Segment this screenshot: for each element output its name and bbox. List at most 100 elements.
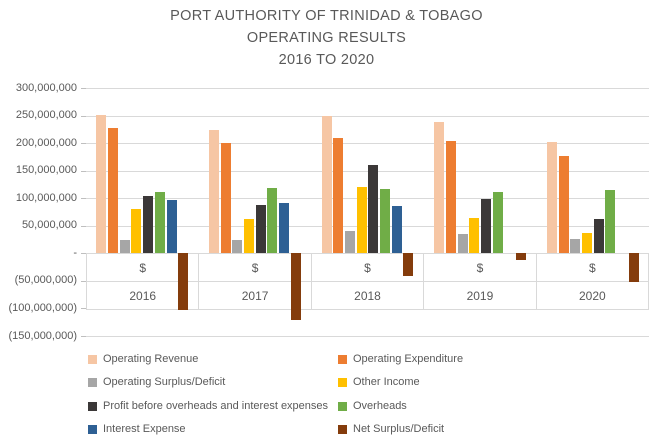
bar-2020-operating-expenditure xyxy=(558,155,569,254)
legend-item-operating-surplus-deficit: Operating Surplus/Deficit xyxy=(88,376,225,389)
legend-label: Operating Revenue xyxy=(103,353,199,365)
bar-2018-other-income xyxy=(356,187,367,254)
bar-2017-operating-expenditure xyxy=(220,143,231,254)
legend-item-net-surplus-deficit: Net Surplus/Deficit xyxy=(338,423,444,436)
bar-2017-overheads xyxy=(267,188,278,254)
bar-2018-interest-expense xyxy=(391,205,402,254)
bar-2016-operating-revenue xyxy=(96,114,107,254)
bar-2016-other-income xyxy=(131,208,142,254)
y-axis-label: - xyxy=(73,246,77,259)
gridline xyxy=(86,225,649,227)
bar-2019-profit-before-overheads-and-interest-expenses xyxy=(480,198,491,254)
category-unit-cell-2018: $ xyxy=(312,254,425,282)
bar-2016-profit-before-overheads-and-interest-expenses xyxy=(143,195,154,254)
y-axis-tick xyxy=(81,115,86,117)
bar-2020-profit-before-overheads-and-interest-expenses xyxy=(593,218,604,254)
gridline xyxy=(86,115,649,117)
y-axis-label: (50,000,000) xyxy=(14,274,77,287)
gridline xyxy=(86,170,649,172)
y-axis-tick xyxy=(81,280,86,282)
bar-2017-other-income xyxy=(244,218,254,254)
legend-swatch-profit-before-overheads-and-interest-expenses xyxy=(88,401,97,411)
category-unit-cell-2019: $ xyxy=(424,254,537,282)
legend-label: Operating Surplus/Deficit xyxy=(103,376,226,389)
legend-swatch-net-surplus-deficit xyxy=(338,424,347,434)
legend-swatch-overheads xyxy=(338,401,347,411)
gridline xyxy=(86,88,649,89)
legend-swatch-interest-expense xyxy=(88,424,97,434)
legend-item-operating-revenue: Operating Revenue xyxy=(88,353,198,366)
bar-2020-other-income xyxy=(581,232,592,254)
legend-item-operating-expenditure: Operating Expenditure xyxy=(338,353,463,366)
bar-2016-operating-expenditure xyxy=(108,127,118,254)
bar-2016-overheads xyxy=(154,191,165,254)
bar-2018-operating-revenue xyxy=(321,115,332,254)
bar-2018-operating-surplus-deficit xyxy=(344,230,355,254)
legend-label: Other Income xyxy=(353,376,420,389)
category-year-cell-2019: 2019 xyxy=(424,282,537,310)
legend-label: Overheads xyxy=(353,399,407,412)
bar-2019-operating-surplus-deficit xyxy=(457,234,468,254)
y-axis-tick xyxy=(81,225,86,227)
bar-2019-overheads xyxy=(492,191,503,254)
gridline xyxy=(86,336,649,337)
bar-2019-operating-expenditure xyxy=(445,140,456,254)
chart-title-line1: PORT AUTHORITY OF TRINIDAD & TOBAGO xyxy=(170,8,483,24)
bar-2017-net-surplus-deficit xyxy=(290,253,301,321)
y-axis-tick xyxy=(81,308,86,310)
bar-2016-interest-expense xyxy=(166,200,177,254)
bar-2020-operating-revenue xyxy=(546,141,557,254)
y-axis-label: (100,000,000) xyxy=(8,301,78,314)
legend-label: Operating Expenditure xyxy=(353,353,464,365)
bar-2018-operating-expenditure xyxy=(333,138,344,254)
bar-2019-other-income xyxy=(469,218,480,254)
legend-swatch-operating-surplus-deficit xyxy=(88,378,97,388)
legend-label: Interest Expense xyxy=(103,422,186,435)
y-axis-tick xyxy=(81,88,86,89)
bar-2018-overheads xyxy=(380,189,391,254)
y-axis-label: 100,000,000 xyxy=(15,191,77,204)
category-unit-cell-2017: $ xyxy=(199,254,312,282)
legend-label: Net Surplus/Deficit xyxy=(353,422,445,435)
y-axis-label: 50,000,000 xyxy=(21,219,77,232)
bar-2018-net-surplus-deficit xyxy=(403,253,414,276)
chart-title: PORT AUTHORITY OF TRINIDAD & TOBAGO OPER… xyxy=(0,5,653,71)
y-axis-label: 200,000,000 xyxy=(15,136,77,149)
legend-swatch-operating-expenditure xyxy=(338,355,347,364)
y-axis-tick xyxy=(81,253,86,255)
bar-2018-profit-before-overheads-and-interest-expenses xyxy=(368,164,379,254)
bar-2017-profit-before-overheads-and-interest-expenses xyxy=(255,205,266,254)
chart-title-line2: OPERATING RESULTS xyxy=(246,30,407,46)
bar-2017-operating-revenue xyxy=(208,129,219,254)
gridline xyxy=(86,198,649,200)
category-unit-row: $ $ $ $ $ xyxy=(87,254,648,283)
legend-item-other-income: Other Income xyxy=(338,376,420,389)
bar-2017-operating-surplus-deficit xyxy=(232,240,243,254)
y-axis-label: (150,000,000) xyxy=(8,329,78,342)
bar-2020-operating-surplus-deficit xyxy=(570,239,581,254)
y-axis-label: 300,000,000 xyxy=(15,81,77,94)
gridline xyxy=(86,143,649,145)
bar-2020-overheads xyxy=(605,190,616,254)
bar-2016-net-surplus-deficit xyxy=(178,253,189,311)
y-axis-tick xyxy=(81,198,86,200)
legend-label: Profit before overheads and interest exp… xyxy=(103,399,329,412)
category-table: $ $ $ $ $2016 2017 2018 2019 2020 xyxy=(86,253,649,311)
category-year-cell-2017: 2017 xyxy=(199,282,312,310)
legend-item-overheads: Overheads xyxy=(338,400,407,413)
bar-2020-net-surplus-deficit xyxy=(628,253,639,282)
bar-2019-net-surplus-deficit xyxy=(516,253,526,261)
bar-2019-operating-revenue xyxy=(434,121,445,254)
y-axis-tick xyxy=(81,143,86,145)
chart-title-line3: 2016 TO 2020 xyxy=(278,52,375,68)
category-unit-cell-2020: $ xyxy=(588,260,596,275)
category-year-cell-2020: 2020 xyxy=(578,288,606,303)
legend-swatch-operating-revenue xyxy=(88,355,97,364)
bar-2016-operating-surplus-deficit xyxy=(119,240,130,254)
category-year-row: 2016 2017 2018 2019 2020 xyxy=(87,282,648,310)
category-year-cell-2016: 2016 xyxy=(87,282,200,310)
y-axis-tick xyxy=(81,336,86,337)
category-year-cell-2018: 2018 xyxy=(312,282,425,310)
